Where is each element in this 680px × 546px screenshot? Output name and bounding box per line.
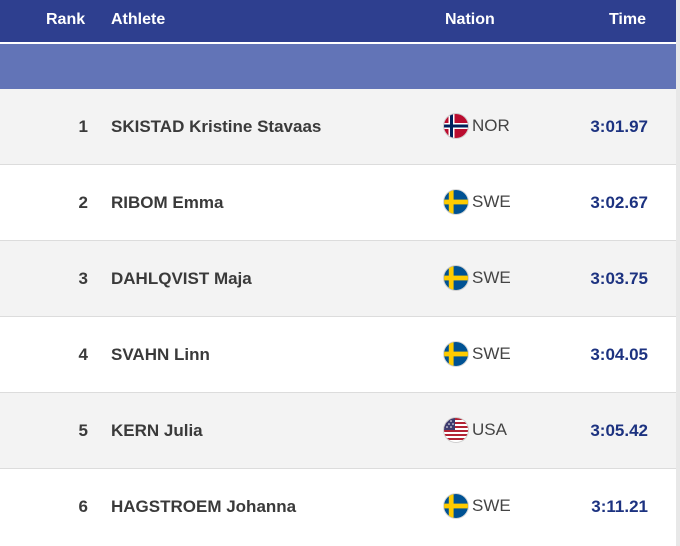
rank-cell: 2 — [78, 193, 88, 212]
athlete-cell: RIBOM Emma — [111, 193, 224, 212]
sweden-flag-icon — [444, 494, 468, 518]
table-row[interactable]: 1 SKISTAD Kristine Stavaas NOR 3:01.97 — [0, 89, 676, 165]
sweden-flag-icon — [444, 266, 468, 290]
nation-code: USA — [472, 420, 507, 439]
athlete-cell: HAGSTROEM Johanna — [111, 497, 297, 516]
header-divider — [0, 42, 676, 44]
nation-code: SWE — [472, 344, 511, 363]
table-row[interactable]: 5 KERN Julia — [0, 393, 676, 469]
table-header: Rank Athlete Nation Time — [0, 0, 676, 42]
rank-cell: 6 — [78, 497, 88, 516]
rank-cell: 3 — [78, 269, 88, 288]
table-row[interactable]: 6 HAGSTROEM Johanna SWE 3:11.21 — [0, 469, 676, 546]
rank-cell: 5 — [78, 421, 88, 440]
table-row[interactable]: 2 RIBOM Emma SWE 3:02.67 — [0, 165, 676, 241]
nation-code: SWE — [472, 496, 511, 515]
time-cell: 3:04.05 — [590, 345, 648, 364]
rank-column-header[interactable]: Rank — [46, 11, 86, 28]
table-row[interactable]: 3 DAHLQVIST Maja SWE 3:03.75 — [0, 241, 676, 317]
time-cell: 3:11.21 — [591, 497, 648, 516]
nation-code: SWE — [472, 192, 511, 211]
nation-code: SWE — [472, 268, 511, 287]
subheader-band — [0, 44, 676, 89]
time-column-header[interactable]: Time — [608, 11, 646, 28]
athlete-column-header[interactable]: Athlete — [111, 11, 166, 28]
athlete-cell: SKISTAD Kristine Stavaas — [111, 117, 322, 136]
nation-column-header[interactable]: Nation — [445, 11, 495, 28]
athlete-cell: SVAHN Linn — [111, 345, 210, 364]
nation-cell: NOR — [444, 114, 510, 138]
sweden-flag-icon — [444, 190, 468, 214]
rank-cell: 1 — [78, 117, 88, 136]
athlete-cell: KERN Julia — [111, 421, 203, 440]
time-cell: 3:05.42 — [590, 421, 648, 440]
time-cell: 3:02.67 — [590, 193, 648, 212]
nation-cell: SWE — [444, 494, 511, 518]
nation-cell: SWE — [444, 342, 511, 366]
nation-cell: USA — [444, 418, 507, 442]
athlete-cell: DAHLQVIST Maja — [111, 269, 252, 288]
nation-cell: SWE — [444, 266, 511, 290]
table-row[interactable]: 4 SVAHN Linn SWE 3:04.05 — [0, 317, 676, 393]
sweden-flag-icon — [444, 342, 468, 366]
rank-cell: 4 — [78, 345, 88, 364]
time-cell: 3:03.75 — [590, 269, 648, 288]
nation-code: NOR — [472, 116, 510, 135]
usa-flag-icon — [444, 418, 468, 442]
norway-flag-icon — [444, 114, 468, 138]
nation-cell: SWE — [444, 190, 511, 214]
scrollbar-track[interactable] — [676, 0, 680, 546]
time-cell: 3:01.97 — [590, 117, 648, 136]
